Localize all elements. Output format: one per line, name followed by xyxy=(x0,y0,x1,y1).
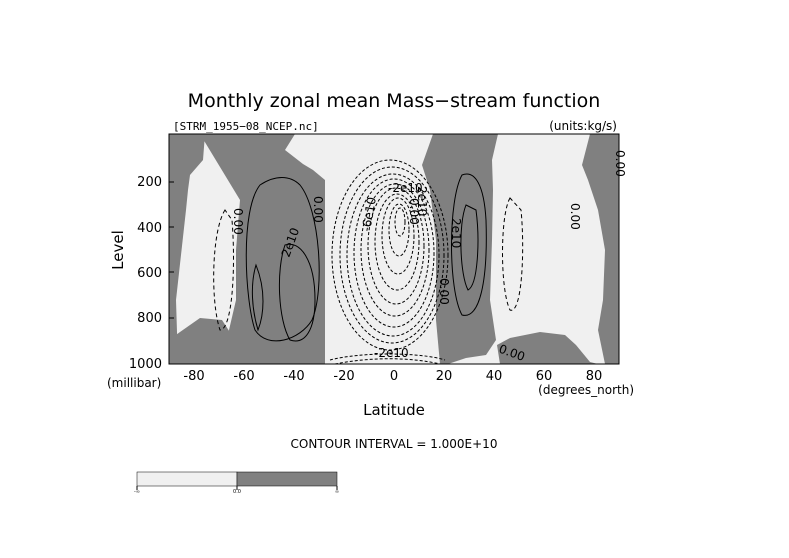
contours-south-ferrel xyxy=(245,177,320,342)
contour-label: 0.00 xyxy=(437,278,451,305)
x-tick-label: -60 xyxy=(233,369,254,384)
contour-label: 0.00 xyxy=(231,208,245,235)
colorbar: -∞ 0.0 ∞ xyxy=(134,471,339,495)
contour-interval-note: CONTOUR INTERVAL = 1.000E+10 xyxy=(291,437,498,451)
contours-north-neg xyxy=(502,197,524,311)
units-label: (units:kg/s) xyxy=(549,119,617,133)
x-tick-label: 0 xyxy=(390,369,398,384)
x-units-label: (degrees_north) xyxy=(538,383,634,397)
fill-region-south-ferrel xyxy=(200,134,325,364)
plot-area xyxy=(169,134,619,364)
fill-region-south-polar xyxy=(169,134,205,364)
x-tick-label: 80 xyxy=(586,369,603,384)
y-tick-label: 200 xyxy=(137,175,162,190)
contour-label: 0.00 xyxy=(613,150,627,177)
fill-region-north-polar xyxy=(582,134,619,364)
y-axis: 200 400 600 800 1000 xyxy=(129,175,174,372)
contours-north-sub xyxy=(451,173,487,316)
chart-title: Monthly zonal mean Mass−stream function xyxy=(188,90,601,112)
x-tick-label: -20 xyxy=(333,369,354,384)
contour-label: 2e10 xyxy=(415,186,429,216)
y-units-label: (millibar) xyxy=(107,376,161,390)
x-axis-label: Latitude xyxy=(363,401,425,419)
contours-south-neg xyxy=(213,209,234,331)
contour-label: 2e10 xyxy=(449,218,463,248)
fill-region-north-ne xyxy=(497,332,598,364)
fill-region-north-subtropical xyxy=(422,134,498,364)
colorbar-negative xyxy=(136,471,238,487)
x-tick-label: 60 xyxy=(536,369,553,384)
y-tick-label: 1000 xyxy=(129,357,162,372)
y-tick-label: 600 xyxy=(137,266,162,281)
contour-label: -6e10 xyxy=(359,196,379,233)
plot-frame xyxy=(168,133,620,365)
x-tick-label: -80 xyxy=(183,369,204,384)
x-axis: -80 -60 -40 -20 0 20 40 60 80 xyxy=(183,369,602,384)
contour-label: 0.00 xyxy=(311,196,325,223)
x-tick-label: -40 xyxy=(283,369,304,384)
contour-label: -2e10 xyxy=(374,346,409,360)
fill-region-south-surface xyxy=(169,318,235,364)
x-tick-label: 20 xyxy=(436,369,453,384)
contour-label: 0.00 xyxy=(568,203,582,230)
y-tick-label: 400 xyxy=(137,221,162,236)
contour-label: -2e10 xyxy=(388,181,423,195)
y-axis-label: Level xyxy=(109,230,127,270)
colorbar-label-zero: 0.0 xyxy=(233,489,241,495)
colorbar-label-max: ∞ xyxy=(335,489,339,495)
colorbar-label-min: -∞ xyxy=(134,489,140,495)
y-tick-label: 800 xyxy=(137,311,162,326)
x-tick-label: 40 xyxy=(486,369,503,384)
file-label: [STRM_1955−08_NCEP.nc] xyxy=(173,120,319,133)
colorbar-positive xyxy=(236,471,338,487)
contour-label: 0.00 xyxy=(407,198,421,225)
contours-hadley xyxy=(329,159,449,364)
